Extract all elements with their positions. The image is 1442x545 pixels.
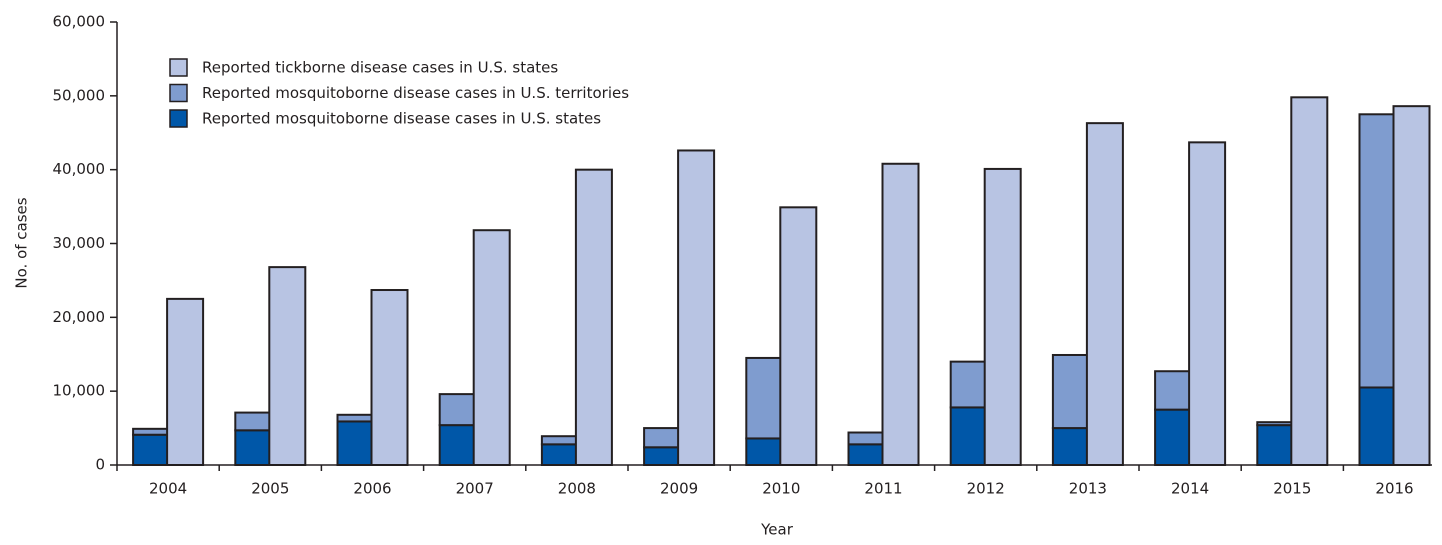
legend-swatch (169, 109, 188, 128)
y-tick-label: 50,000 (53, 86, 106, 104)
bar (1256, 424, 1295, 467)
bar (1154, 408, 1193, 466)
bar (132, 433, 171, 466)
legend-swatch (169, 58, 188, 77)
bar (132, 427, 171, 436)
bar (643, 427, 682, 449)
x-tick-label: 2010 (762, 480, 800, 498)
y-tick-label: 60,000 (53, 13, 106, 31)
bar (677, 149, 716, 466)
bar (745, 437, 784, 467)
y-tick-label: 30,000 (53, 234, 106, 252)
bar (472, 229, 511, 466)
bar (1392, 105, 1431, 466)
bar (949, 406, 988, 467)
y-tick-label: 40,000 (53, 160, 106, 178)
legend-label: Reported mosquitoborne disease cases in … (202, 110, 601, 128)
bar (540, 435, 579, 446)
bar (1290, 96, 1329, 466)
x-tick-label: 2012 (967, 480, 1005, 498)
y-tick-label: 0 (95, 456, 105, 474)
bar (438, 424, 477, 467)
bar (234, 411, 273, 432)
bar (1051, 427, 1090, 467)
bar (540, 443, 579, 466)
bar (234, 429, 273, 467)
bar (1085, 122, 1124, 466)
x-tick-label: 2007 (456, 480, 494, 498)
x-tick-label: 2011 (864, 480, 902, 498)
legend-swatch (169, 83, 188, 103)
x-tick-label: 2014 (1171, 480, 1209, 498)
bar (847, 431, 886, 446)
bar (336, 420, 375, 466)
bar (268, 266, 307, 467)
bar (166, 297, 205, 466)
legend-label: Reported tickborne disease cases in U.S.… (202, 59, 558, 77)
bar (1358, 386, 1397, 467)
y-tick-label: 20,000 (53, 308, 106, 326)
x-tick-label: 2008 (558, 480, 596, 498)
y-axis-label: No. of cases (13, 197, 31, 288)
bar (881, 162, 920, 466)
x-tick-label: 2009 (660, 480, 698, 498)
bar (1256, 421, 1295, 427)
x-tick-label: 2015 (1273, 480, 1311, 498)
bar (847, 443, 886, 466)
x-tick-label: 2005 (251, 480, 289, 498)
bar (438, 393, 477, 427)
bar (1358, 113, 1397, 389)
bar (1188, 141, 1227, 466)
y-tick-label: 10,000 (53, 382, 106, 400)
legend-label: Reported mosquitoborne disease cases in … (202, 84, 629, 102)
x-tick-label: 2016 (1375, 480, 1413, 498)
x-axis-label: Year (760, 521, 794, 539)
bar (1154, 370, 1193, 411)
bar (949, 360, 988, 409)
bar (779, 206, 818, 467)
bar (1051, 353, 1090, 430)
bar (370, 289, 409, 467)
bar (983, 167, 1022, 466)
x-tick-label: 2006 (353, 480, 391, 498)
bar (745, 356, 784, 440)
x-tick-label: 2004 (149, 480, 187, 498)
bar (574, 168, 613, 467)
bar (643, 446, 682, 466)
x-tick-label: 2013 (1069, 480, 1107, 498)
bar (336, 413, 375, 423)
